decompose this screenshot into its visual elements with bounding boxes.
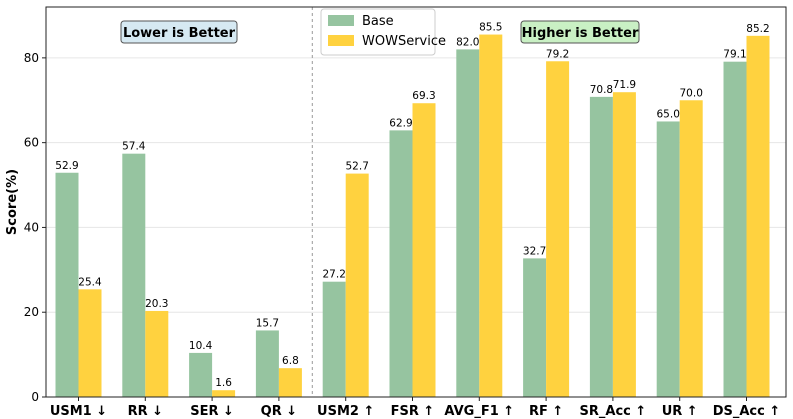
y-tick-label: 20 bbox=[24, 305, 39, 319]
value-label: 1.6 bbox=[215, 377, 232, 389]
x-tick-label: SR_Acc ↑ bbox=[580, 404, 647, 419]
bar-base bbox=[322, 281, 346, 397]
y-axis-label: Score(%) bbox=[5, 169, 20, 235]
y-tick-label: 60 bbox=[24, 136, 39, 150]
bar-base bbox=[656, 121, 680, 398]
value-label: 70.8 bbox=[590, 84, 613, 96]
legend-label: Base bbox=[362, 14, 394, 29]
value-label: 85.2 bbox=[746, 23, 769, 35]
x-tick-label: USM2 ↑ bbox=[317, 404, 374, 419]
value-label: 85.5 bbox=[479, 22, 502, 34]
value-label: 6.8 bbox=[282, 355, 299, 367]
plot-frame bbox=[45, 6, 787, 398]
value-label: 27.2 bbox=[323, 269, 346, 281]
bar-base bbox=[523, 258, 547, 397]
value-label: 52.9 bbox=[55, 160, 78, 172]
y-tick-label: 80 bbox=[24, 51, 39, 65]
bar-wowservice bbox=[145, 310, 169, 397]
value-label: 20.3 bbox=[145, 298, 168, 310]
x-tick-label: QR ↓ bbox=[261, 404, 297, 419]
value-label: 52.7 bbox=[346, 161, 369, 173]
bar-wowservice bbox=[746, 35, 770, 398]
bar-wowservice bbox=[546, 61, 570, 398]
annotation-box bbox=[120, 20, 238, 44]
bar-wowservice bbox=[412, 103, 436, 397]
bar-base bbox=[389, 130, 413, 397]
bar-base bbox=[456, 49, 480, 398]
bar-base bbox=[189, 352, 213, 397]
value-label: 10.4 bbox=[189, 340, 213, 352]
x-tick-label: SER ↓ bbox=[190, 404, 234, 419]
bar-wowservice bbox=[78, 289, 102, 397]
legend-label: WOWService bbox=[362, 34, 446, 49]
y-tick-label: 0 bbox=[31, 390, 39, 404]
y-tick-label: 40 bbox=[24, 220, 39, 234]
bar-wowservice bbox=[345, 173, 369, 397]
value-label: 71.9 bbox=[613, 79, 636, 91]
x-tick-label: RF ↑ bbox=[529, 404, 563, 419]
x-tick-label: UR ↑ bbox=[662, 404, 698, 419]
value-label: 65.0 bbox=[657, 108, 680, 120]
value-label: 25.4 bbox=[78, 276, 102, 288]
annotation-text: Lower is Better bbox=[123, 26, 236, 41]
x-tick-label: DS_Acc ↑ bbox=[713, 404, 781, 419]
y-axis-ticks: 0 20 40 60 80 bbox=[24, 51, 46, 404]
bar-wowservice bbox=[612, 92, 636, 398]
x-tick-label: FSR ↑ bbox=[391, 404, 435, 419]
legend: Base WOWService bbox=[320, 8, 446, 56]
bar-wowservice bbox=[212, 390, 236, 397]
value-label: 79.1 bbox=[723, 49, 746, 61]
bars-group bbox=[55, 34, 770, 398]
annotation-text: Higher is Better bbox=[522, 26, 639, 41]
bar-wowservice bbox=[479, 34, 503, 397]
x-axis-ticks: USM1 ↓ RR ↓ SER ↓ QR ↓ USM2 ↑ FSR ↑ AVG_F1 ↑ RF… bbox=[50, 397, 780, 419]
bar-base bbox=[723, 61, 747, 397]
bar-base bbox=[255, 330, 279, 397]
value-label: 69.3 bbox=[412, 90, 435, 102]
bar-wowservice bbox=[679, 100, 703, 398]
bar-base bbox=[589, 96, 613, 397]
legend-swatch bbox=[328, 15, 354, 26]
value-label: 70.0 bbox=[680, 87, 703, 99]
value-label: 62.9 bbox=[389, 117, 412, 129]
value-label: 82.0 bbox=[456, 36, 479, 48]
value-label: 15.7 bbox=[256, 317, 279, 329]
annotation-box bbox=[520, 20, 640, 44]
bar-base bbox=[122, 153, 146, 397]
x-tick-label: RR ↓ bbox=[128, 404, 163, 419]
value-label: 32.7 bbox=[523, 245, 546, 257]
annotations-group: Lower is Better Higher is Better bbox=[120, 20, 640, 44]
legend-swatch bbox=[328, 35, 354, 46]
x-tick-label: AVG_F1 ↑ bbox=[444, 404, 514, 419]
x-tick-label: USM1 ↓ bbox=[50, 404, 107, 419]
value-label: 57.4 bbox=[122, 141, 146, 153]
value-label: 79.2 bbox=[546, 48, 569, 60]
value-labels-group: 52.9 25.4 57.4 20.3 10.4 1.6 15.7 6.8 27.2 52.7 62… bbox=[55, 22, 769, 390]
bar-wowservice bbox=[278, 368, 302, 397]
bar-base bbox=[55, 172, 79, 397]
